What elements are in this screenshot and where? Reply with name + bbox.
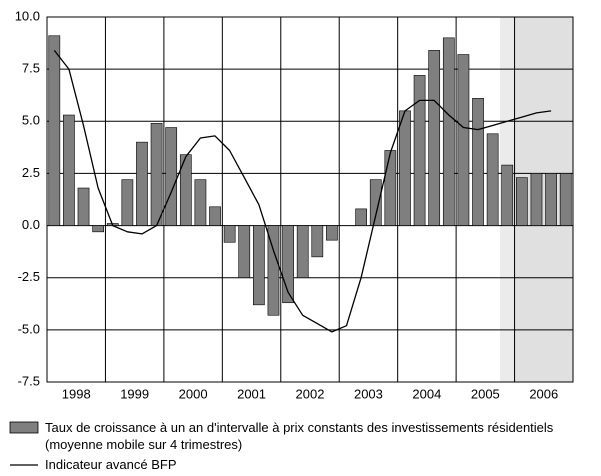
bar: [121, 179, 134, 226]
bar: [194, 179, 207, 226]
y-tick-label: 2.5: [22, 165, 40, 180]
bar: [253, 225, 265, 306]
x-tick-label: 1998: [62, 386, 91, 401]
bar: [545, 173, 557, 226]
x-tick-label: 2001: [237, 386, 266, 401]
x-tick-label: 2005: [471, 386, 500, 401]
bar: [63, 114, 75, 226]
bar: [92, 225, 104, 233]
x-tick-label: 2002: [296, 386, 325, 401]
bar: [296, 225, 309, 279]
bar: [267, 225, 280, 316]
bar: [165, 127, 178, 226]
legend-label: Indicateur avancé BFP: [45, 457, 177, 472]
bar: [326, 225, 338, 241]
bar: [472, 98, 484, 226]
y-tick-label: 5.0: [22, 113, 40, 128]
y-tick-label: 7.5: [22, 61, 40, 76]
y-tick-label: 10.0: [15, 8, 40, 23]
bar: [311, 225, 324, 258]
bar: [399, 110, 411, 226]
y-tick-label: 0.0: [22, 217, 40, 232]
y-tick-label: -7.5: [18, 373, 40, 388]
bar: [442, 37, 455, 226]
bar: [282, 225, 294, 304]
bar: [369, 179, 382, 226]
bar: [501, 164, 514, 226]
bar: [530, 173, 543, 226]
y-tick-label: -2.5: [18, 269, 40, 284]
x-tick-label: 1999: [120, 386, 149, 401]
bar: [48, 35, 61, 226]
x-tick-label: 2000: [179, 386, 208, 401]
x-tick-label: 2004: [412, 386, 441, 401]
bar: [413, 75, 426, 226]
bar: [223, 225, 236, 243]
bar: [384, 150, 397, 226]
bar: [179, 154, 192, 226]
plot-frame: [46, 16, 574, 383]
bar: [516, 177, 528, 226]
bar: [559, 173, 572, 226]
bar: [209, 206, 221, 226]
y-tick-label: -5.0: [18, 321, 40, 336]
bar: [457, 54, 470, 226]
bar: [238, 225, 251, 279]
x-tick-label: 2006: [529, 386, 558, 401]
legend-swatch-bar: [9, 421, 39, 434]
bar: [486, 133, 499, 226]
bar: [428, 50, 441, 226]
bar: [355, 208, 367, 226]
x-tick-label: 2003: [354, 386, 383, 401]
bar: [136, 141, 148, 226]
bar: [77, 187, 90, 226]
bar: [150, 123, 163, 226]
legend-label: Taux de croissance à un an d'intervalle …: [45, 420, 554, 452]
line: [53, 49, 552, 333]
